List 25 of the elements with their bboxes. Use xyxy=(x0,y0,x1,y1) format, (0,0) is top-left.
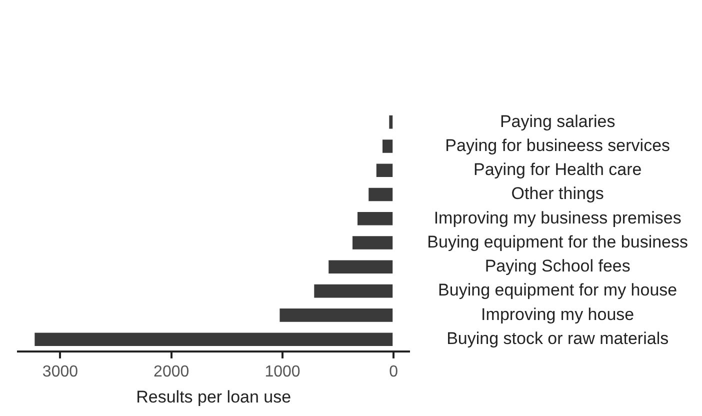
bar xyxy=(280,308,393,322)
bar xyxy=(358,212,393,226)
bar xyxy=(314,284,393,298)
x-tick-label: 1000 xyxy=(264,363,300,380)
bar xyxy=(389,115,393,129)
bar xyxy=(328,260,393,274)
bar xyxy=(368,188,393,202)
y-tick-label: Buying stock or raw materials xyxy=(446,329,669,348)
x-axis-title: Results per loan use xyxy=(136,387,292,406)
x-tick-label: 3000 xyxy=(42,363,78,380)
y-tick-label: Paying for Health care xyxy=(473,160,642,180)
y-tick-label: Buying equipment for my house xyxy=(438,280,678,300)
y-tick-label: Paying School fees xyxy=(484,256,630,276)
x-tick-label: 0 xyxy=(389,363,398,380)
bar xyxy=(352,236,393,250)
y-tick-label: Improving my business premises xyxy=(434,208,682,228)
x-tick-label: 2000 xyxy=(154,363,190,380)
bar xyxy=(376,164,393,177)
bar xyxy=(382,140,393,153)
bar xyxy=(34,332,393,346)
y-tick-label: Buying equipment for the business xyxy=(427,232,688,252)
y-tick-label: Improving my house xyxy=(481,304,634,324)
y-tick-label: Paying for busineess services xyxy=(445,136,670,155)
y-tick-label: Other things xyxy=(511,184,604,204)
y-tick-label: Paying salaries xyxy=(500,112,616,131)
